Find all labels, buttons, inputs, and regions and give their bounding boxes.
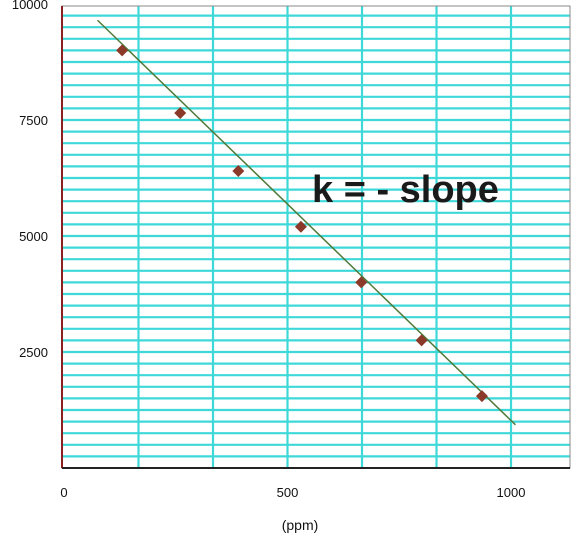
- fit-line: [97, 19, 516, 426]
- data-point: [355, 276, 368, 289]
- y-tick-label: 7500: [19, 113, 48, 128]
- y-tick-label: 5000: [19, 229, 48, 244]
- y-tick-label: 10000: [12, 0, 48, 12]
- data-points: [116, 44, 488, 403]
- grid: [62, 6, 570, 468]
- slope-annotation: k = - slope: [312, 169, 499, 211]
- data-point: [232, 165, 245, 178]
- data-point: [174, 107, 187, 120]
- data-point: [116, 44, 129, 57]
- x-tick-label: 0: [60, 485, 67, 500]
- y-tick-label: 2500: [19, 345, 48, 360]
- x-axis-title: (ppm): [282, 517, 319, 533]
- data-point: [415, 334, 428, 347]
- x-tick-label: 500: [277, 485, 299, 500]
- data-point: [294, 220, 307, 233]
- x-tick-label: 1000: [497, 485, 526, 500]
- x-tick-labels: 0 500 1000: [60, 485, 525, 500]
- y-tick-labels: 2500 5000 7500 10000: [12, 0, 48, 360]
- data-point: [475, 390, 488, 403]
- fit-layer: [97, 19, 516, 426]
